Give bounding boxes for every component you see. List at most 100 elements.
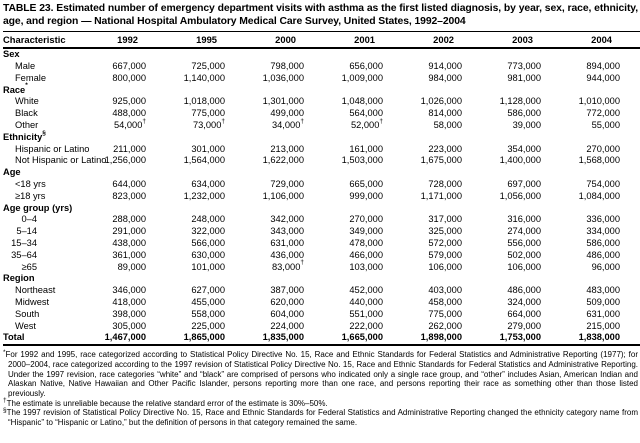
row-label: Total xyxy=(3,332,71,347)
value-cell: 279,000 xyxy=(507,320,541,331)
value-cell: 106,000 xyxy=(507,261,541,272)
dagger-footnote-marker: † xyxy=(221,117,225,125)
table-row: Female 800,000 1,140,000 1,036,000 1,009,000… xyxy=(3,73,640,85)
value-cell: 754,000 xyxy=(586,178,620,189)
value-text: 83,000 xyxy=(271,261,301,272)
value-cell: 96,000 xyxy=(591,261,620,272)
value-cell: 1,009,000 xyxy=(341,72,383,83)
row-label: <18 yrs xyxy=(3,179,71,191)
value-text: 34,000 xyxy=(271,119,301,130)
value-cell: 483,000 xyxy=(586,285,620,296)
spacer-cell xyxy=(624,61,640,73)
table-row: Male 667,000 725,000 798,000 656,000 914,000 7… xyxy=(3,61,640,73)
value-cell: 773,000 xyxy=(507,60,541,71)
spacer-cell xyxy=(624,73,640,85)
value-text: 54,000 xyxy=(113,119,143,130)
section-row: Age xyxy=(3,167,640,179)
section-label: Race* xyxy=(3,83,640,97)
value-cell: 729,000 xyxy=(270,178,304,189)
section-row: Region xyxy=(3,273,640,285)
row-label-text: <18 yrs xyxy=(15,178,46,189)
value-cell: 1,753,000 xyxy=(466,332,545,347)
spacer-cell xyxy=(624,238,640,250)
document-page: TABLE 23. Estimated number of emergency … xyxy=(3,3,640,428)
row-label: 15–34 xyxy=(3,238,71,250)
table-row: Midwest 418,000 455,000 620,000 440,000 458,0… xyxy=(3,297,640,309)
row-label-text: Midwest xyxy=(15,296,50,307)
value-cell: 1,665,000 xyxy=(308,332,387,347)
value-cell: 161,000 xyxy=(349,143,383,154)
value-cell: 1,898,000 xyxy=(387,332,466,347)
row-label-text: ≥18 yrs xyxy=(15,190,46,201)
row-label-text: Age xyxy=(3,167,21,178)
footnote-text: The 1997 revision of Statistical Policy … xyxy=(6,408,638,428)
value-cell: 664,000 xyxy=(507,308,541,319)
value-cell: 981,000 xyxy=(507,72,541,83)
row-label-text: 5–14 xyxy=(16,226,37,237)
value-cell: 270,000 xyxy=(349,214,383,225)
table-row: Not Hispanic or Latino 1,256,000 1,564,000… xyxy=(3,155,640,167)
value-cell: 213,000 xyxy=(270,143,304,154)
value-cell: 1,503,000 xyxy=(341,155,383,166)
header-row: Characteristic 1992 1995 2000 2001 2002 2003 20… xyxy=(3,31,640,50)
spacer-cell xyxy=(624,191,640,203)
value-text: 73,000 xyxy=(192,119,222,130)
section-label: Age xyxy=(3,167,640,179)
value-cell: 1,301,000 xyxy=(262,96,304,107)
section-label: Sex xyxy=(3,48,640,61)
value-cell: 54,000† xyxy=(71,117,150,132)
value-cell: 83,000† xyxy=(229,260,308,274)
value-cell: 34,000† xyxy=(229,118,308,132)
value-cell: 438,000 xyxy=(112,237,146,248)
value-cell: 556,000 xyxy=(507,237,541,248)
dagger-footnote-marker: † xyxy=(142,117,146,125)
year-header: 1992 xyxy=(71,31,150,50)
value-cell: 564,000 xyxy=(349,108,383,119)
footnote-marker: § xyxy=(3,407,7,415)
value-cell: 558,000 xyxy=(191,308,225,319)
value-cell: 1,171,000 xyxy=(420,190,462,201)
row-label: 5–14 xyxy=(3,226,71,238)
value-cell: 361,000 xyxy=(112,249,146,260)
table-row: ≥65 89,000 101,000 83,000† 103,000 106,000 106… xyxy=(3,260,640,274)
spacer-cell xyxy=(624,108,640,120)
row-label-text: Male xyxy=(15,60,36,71)
value-cell: 630,000 xyxy=(191,249,225,260)
section-row: Ethnicity§ xyxy=(3,130,640,144)
value-cell: 343,000 xyxy=(270,226,304,237)
value-cell: 403,000 xyxy=(428,285,462,296)
value-cell: 631,000 xyxy=(270,237,304,248)
spacer-cell xyxy=(624,309,640,321)
table-row: Northeast 346,000 627,000 387,000 452,000 403… xyxy=(3,285,640,297)
row-label-text: South xyxy=(15,308,40,319)
value-cell: 1,564,000 xyxy=(183,155,225,166)
row-label-text: 35–64 xyxy=(11,249,37,260)
value-cell: 211,000 xyxy=(113,143,146,154)
value-cell: 656,000 xyxy=(349,60,383,71)
value-cell: 1,128,000 xyxy=(499,96,541,107)
value-cell: 775,000 xyxy=(428,308,462,319)
value-cell: 604,000 xyxy=(270,308,304,319)
value-cell: 586,000 xyxy=(507,108,541,119)
value-cell: 486,000 xyxy=(586,249,620,260)
spacer-cell xyxy=(624,214,640,226)
value-cell: 223,000 xyxy=(428,143,462,154)
footnote: *For 1992 and 1995, race categorized acc… xyxy=(3,349,638,399)
value-cell: 478,000 xyxy=(349,237,383,248)
value-cell: 798,000 xyxy=(270,60,304,71)
table-row: <18 yrs 644,000 634,000 729,000 665,000 728,0… xyxy=(3,179,640,191)
footnotes: *For 1992 and 1995, race categorized acc… xyxy=(3,349,638,428)
value-cell: 627,000 xyxy=(191,285,225,296)
table-body: Sex Male 667,000 725,000 798,000 656,000 914,0… xyxy=(3,48,640,347)
value-cell: 499,000 xyxy=(270,108,304,119)
spacer-cell xyxy=(624,297,640,309)
value-cell: 458,000 xyxy=(428,296,462,307)
row-label: Black xyxy=(3,108,71,120)
row-label: Other xyxy=(3,120,71,132)
table-row: 5–14 291,000 322,000 343,000 349,000 325,000 2… xyxy=(3,226,640,238)
table-row: Black 488,000 775,000 499,000 564,000 814,000… xyxy=(3,108,640,120)
value-cell: 466,000 xyxy=(349,249,383,260)
value-cell: 222,000 xyxy=(349,320,383,331)
value-cell: 631,000 xyxy=(586,308,620,319)
value-cell: 488,000 xyxy=(112,108,146,119)
